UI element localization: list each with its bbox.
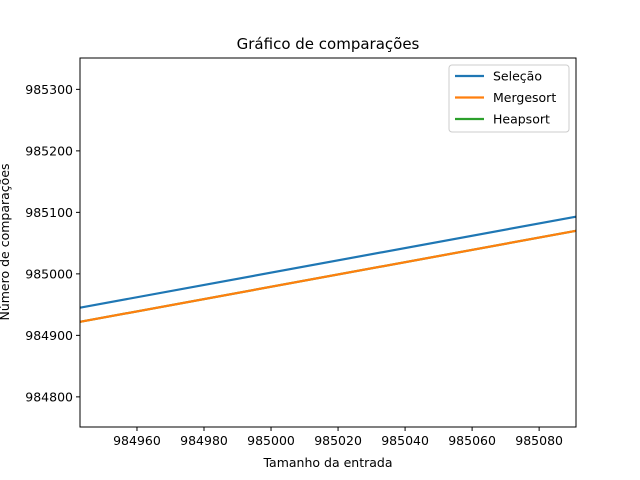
x-tick-label-1: 984980: [180, 433, 228, 448]
y-tick-label-4: 985200: [25, 143, 73, 158]
chart-title: Gráfico de comparações: [237, 35, 420, 53]
y-tick-label-0: 984800: [25, 389, 73, 404]
x-tick-label-6: 985080: [515, 433, 563, 448]
x-tick-label-4: 985040: [381, 433, 429, 448]
x-tick-label-5: 985060: [448, 433, 496, 448]
series-line-1: [79, 229, 577, 323]
y-tick-label-1: 984900: [25, 328, 73, 343]
legend-label-1: Mergesort: [493, 90, 556, 105]
legend-label-2: Heapsort: [493, 112, 550, 127]
legend-label-0: Seleção: [493, 69, 542, 84]
y-tick-label-2: 985000: [25, 266, 73, 281]
legend: Seleção Mergesort Heapsort: [448, 64, 570, 133]
x-tick-label-2: 985000: [247, 433, 295, 448]
x-axis: 984960 984980 985000 985020 985040 985060 9850…: [113, 427, 563, 448]
legend-frame: [448, 64, 570, 133]
y-tick-label-3: 985100: [25, 205, 73, 220]
series-line-0: [79, 215, 577, 309]
plot-frame: [79, 57, 577, 428]
plot-lines: [79, 215, 577, 323]
x-tick-label-3: 985020: [314, 433, 362, 448]
x-axis-label: Tamanho da entrada: [262, 455, 392, 470]
y-axis: 984800 984900 985000 985100 985200 985300: [25, 82, 80, 404]
x-tick-label-0: 984960: [113, 433, 161, 448]
y-tick-label-5: 985300: [25, 82, 73, 97]
y-axis-label: Número de comparações: [0, 163, 12, 320]
